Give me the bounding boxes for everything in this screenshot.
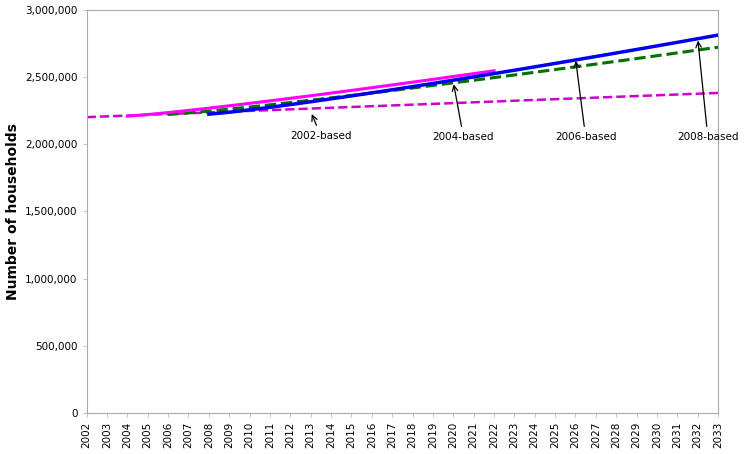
Y-axis label: Number of households: Number of households bbox=[5, 123, 19, 300]
Text: 2006-based: 2006-based bbox=[555, 62, 616, 142]
Text: 2002-based: 2002-based bbox=[290, 115, 352, 141]
Text: 2008-based: 2008-based bbox=[677, 42, 738, 142]
Text: 2004-based: 2004-based bbox=[433, 86, 494, 142]
